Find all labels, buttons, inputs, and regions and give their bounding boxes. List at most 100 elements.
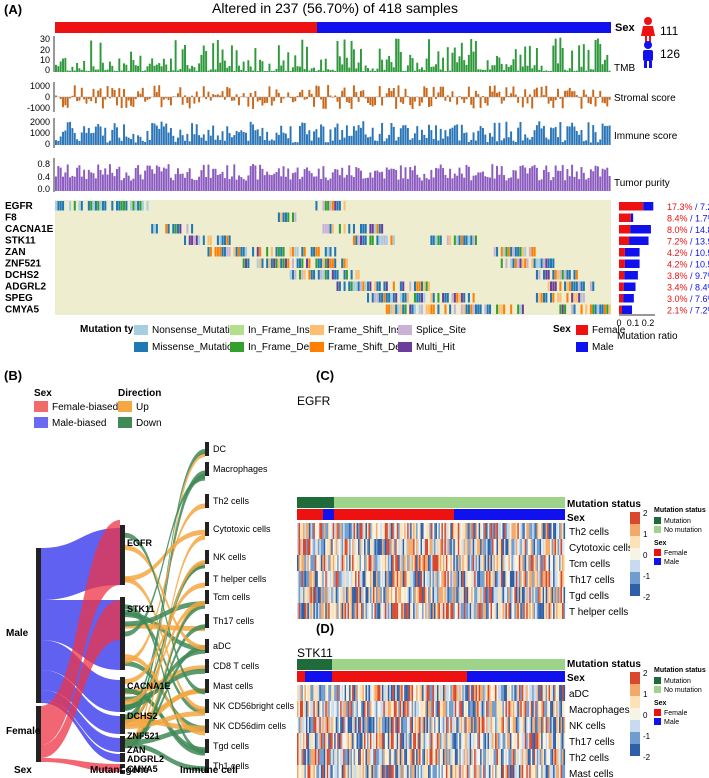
ratio-bar-female bbox=[619, 236, 630, 245]
purity-bar bbox=[57, 165, 60, 191]
heatmap-cell bbox=[486, 733, 488, 749]
sankey-node-labels: MaleFemaleEGFRSTK11CACNA1EDCHS2ZNF521ZAN… bbox=[6, 444, 295, 774]
oncoplot-cell bbox=[80, 201, 83, 211]
heatmap-cell bbox=[438, 733, 441, 749]
immune-bar bbox=[155, 125, 158, 145]
stromal-bar bbox=[571, 91, 574, 97]
heatmap-cell bbox=[451, 701, 454, 717]
stromal-bars bbox=[55, 85, 611, 109]
heatmap-cell bbox=[355, 749, 357, 765]
heatmap-cell bbox=[307, 571, 310, 587]
heatmap-cell bbox=[405, 749, 408, 765]
heatmap-cell bbox=[550, 685, 552, 701]
tmb-bar bbox=[172, 70, 175, 72]
oncoplot-cell bbox=[298, 258, 302, 268]
heatmap-cell bbox=[444, 701, 446, 717]
oncoplot-cell bbox=[303, 247, 306, 257]
ratio-bar-male bbox=[629, 236, 649, 245]
tmb-bar bbox=[310, 68, 313, 72]
heatmap-row-label: Mast cells bbox=[569, 769, 613, 778]
heatmap-cell bbox=[468, 539, 470, 555]
heatmap-cell bbox=[489, 685, 491, 701]
purity-bar bbox=[287, 168, 290, 191]
oncoplot-cell bbox=[345, 270, 348, 280]
immune-bar bbox=[357, 125, 360, 145]
heatmap-cell bbox=[407, 749, 409, 765]
heatmap-cell bbox=[487, 733, 490, 749]
stromal-bar bbox=[132, 97, 135, 107]
heatmap-cell bbox=[548, 685, 551, 701]
oncoplot-background bbox=[55, 200, 611, 315]
heatmap-cell bbox=[505, 523, 508, 539]
oncoplot-cell bbox=[470, 304, 473, 314]
heatmap-cell bbox=[416, 523, 418, 539]
heatmap-cell bbox=[428, 523, 430, 539]
heatmap-cell bbox=[477, 587, 479, 603]
heatmap-cell bbox=[383, 539, 385, 555]
b-female-swatch bbox=[34, 401, 48, 412]
heatmap-cell bbox=[416, 749, 418, 765]
tmb-bar bbox=[160, 66, 163, 72]
heatmap-cell bbox=[462, 539, 464, 555]
heatmap-cell bbox=[326, 587, 329, 603]
heatmap-cell bbox=[471, 587, 473, 603]
heatmap-cell bbox=[523, 765, 525, 778]
stromal-bar bbox=[104, 97, 107, 100]
heatmap-cell bbox=[545, 523, 548, 539]
oncoplot-cell bbox=[376, 235, 379, 245]
heatmap-cell bbox=[423, 523, 426, 539]
heatmap-cell bbox=[399, 571, 402, 587]
heatmap-cell bbox=[447, 749, 449, 765]
heatmap-cell bbox=[469, 603, 472, 619]
heatmap-cell bbox=[422, 603, 424, 619]
heatmap-cell bbox=[487, 523, 490, 539]
heatmap-cell bbox=[471, 571, 473, 587]
heatmap-cell bbox=[460, 701, 463, 717]
heatmap-cell bbox=[550, 749, 552, 765]
heatmap-cell bbox=[332, 587, 335, 603]
purity-bar bbox=[552, 177, 555, 191]
heatmap-cell bbox=[399, 539, 402, 555]
heatmap-cell bbox=[332, 523, 335, 539]
heatmap-cell bbox=[514, 717, 516, 733]
heatmap-cell bbox=[361, 765, 363, 778]
heatmap-cell bbox=[551, 523, 554, 539]
ratio-bar-male bbox=[624, 271, 638, 280]
heatmap-cell bbox=[356, 587, 359, 603]
immune-bar bbox=[603, 125, 606, 145]
heatmap-cell bbox=[366, 765, 369, 778]
stromal-bar bbox=[324, 97, 327, 109]
tmb-bar bbox=[573, 70, 576, 72]
heatmap-cell bbox=[387, 603, 390, 619]
tmb-bar bbox=[137, 65, 140, 72]
heatmap-cell bbox=[457, 701, 460, 717]
heatmap-cell bbox=[299, 523, 302, 539]
heatmap-cell bbox=[399, 603, 402, 619]
heatmap-cell bbox=[326, 555, 329, 571]
tmb-bar bbox=[188, 68, 191, 72]
immune-bar bbox=[385, 138, 388, 145]
oncoplot-cell bbox=[317, 270, 320, 280]
oncoplot-cell bbox=[277, 212, 280, 222]
immune-bar bbox=[446, 136, 449, 145]
color-scale-step bbox=[630, 708, 640, 720]
purity-bar bbox=[390, 168, 393, 191]
heatmap-cell bbox=[435, 717, 438, 733]
heatmap-cell bbox=[355, 733, 357, 749]
stromal-bar bbox=[514, 94, 517, 97]
purity-bar bbox=[327, 180, 330, 191]
heatmap-cell bbox=[462, 603, 464, 619]
tmb-bar bbox=[416, 62, 419, 72]
sankey-cell-label: NK CD56dim cells bbox=[213, 721, 287, 731]
stromal-bar bbox=[247, 97, 250, 107]
heatmap-cell bbox=[442, 603, 445, 619]
oncoplot-cell bbox=[383, 293, 386, 303]
gene-node-bar bbox=[120, 764, 125, 768]
heatmap-stk11 bbox=[297, 659, 566, 778]
immune-bar bbox=[484, 134, 487, 145]
heatmap-cell bbox=[326, 765, 329, 778]
heatmap-cell bbox=[515, 523, 518, 539]
stromal-bar bbox=[594, 97, 597, 107]
heatmap-cell bbox=[518, 587, 521, 603]
